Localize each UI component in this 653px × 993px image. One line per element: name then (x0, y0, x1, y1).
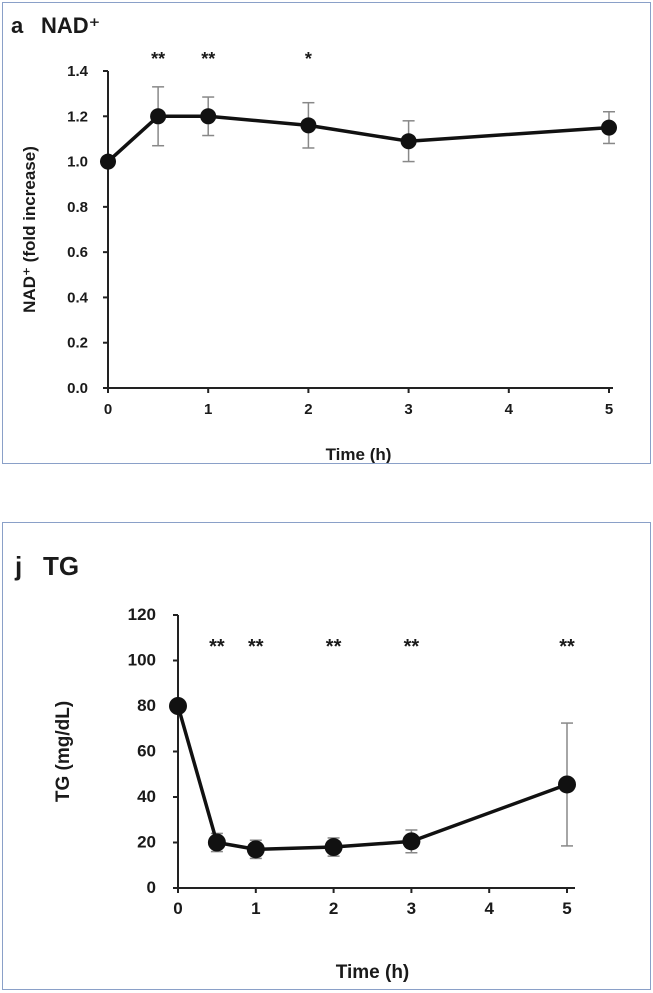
tg-data-point (324, 838, 343, 857)
tg-significance-marker: ** (248, 636, 264, 658)
nad-y-tick-label: 0.0 (67, 380, 88, 397)
tg-x-axis-label: Time (h) (336, 962, 410, 983)
tg-significance-marker: ** (404, 636, 420, 658)
tg-x-tick-label: 4 (484, 899, 494, 918)
nad-y-tick-label: 0.6 (67, 244, 88, 261)
nad-x-tick-label: 2 (304, 401, 312, 418)
nad-y-tick-label: 1.2 (67, 108, 88, 125)
nad-data-point (200, 108, 217, 125)
tg-x-tick-label: 2 (329, 899, 338, 918)
tg-y-tick-label: 60 (137, 742, 156, 761)
nad-y-tick-label: 0.2 (67, 335, 88, 352)
nad-significance-marker: ** (201, 49, 215, 69)
nad-x-tick-label: 0 (104, 401, 112, 418)
tg-data-point (207, 833, 226, 852)
tg-significance-marker: ** (559, 636, 575, 658)
nad-x-tick-label: 5 (605, 401, 613, 418)
tg-y-tick-label: 0 (147, 878, 156, 897)
nad-data-point (601, 119, 617, 136)
chart-panel-nad: a NAD⁺ 0.0 0.2 0.4 0.6 0.8 1.0 1.2 1.4 0 1 2 3 4 5 Time … (2, 2, 651, 464)
tg-panel-letter: j (14, 551, 22, 581)
nad-x-tick-label: 3 (404, 401, 412, 418)
tg-y-tick-label: 120 (128, 605, 156, 624)
tg-data-point (169, 697, 187, 715)
chart-panel-tg: j TG 0 20 40 60 80 100 120 0 1 2 3 4 5 Time (h) TG (mg/d… (2, 522, 651, 990)
nad-y-tick-label: 0.4 (67, 289, 89, 306)
tg-data-point (246, 840, 265, 859)
tg-chart: j TG 0 20 40 60 80 100 120 0 1 2 3 4 5 Time (h) TG (mg/d… (14, 551, 576, 983)
nad-data-point (400, 133, 417, 150)
tg-x-tick-label: 5 (562, 899, 571, 918)
tg-significance-marker: ** (209, 636, 225, 658)
tg-series-line (176, 705, 568, 852)
nad-x-tick-label: 4 (505, 401, 514, 418)
nad-y-tick-label: 1.4 (67, 63, 89, 80)
tg-y-tick-label: 40 (137, 787, 156, 806)
nad-y-tick-label: 0.8 (67, 199, 88, 216)
tg-significance-marker: ** (326, 636, 342, 658)
nad-data-point (100, 153, 116, 170)
nad-data-point (150, 108, 167, 125)
tg-y-axis-label: TG (mg/dL) (53, 701, 74, 802)
tg-x-tick-label: 3 (407, 899, 416, 918)
nad-chart-title: NAD⁺ (41, 13, 100, 38)
nad-x-axis-label: Time (h) (326, 445, 392, 463)
nad-panel-letter: a (11, 13, 24, 38)
tg-data-point (558, 775, 576, 794)
tg-x-tick-label: 0 (173, 899, 182, 918)
nad-data-point (300, 117, 317, 134)
nad-x-tick-label: 1 (204, 401, 212, 418)
nad-significance-marker: ** (151, 49, 165, 69)
nad-y-axis-label: NAD⁺ (fold increase) (20, 146, 39, 313)
tg-chart-title: TG (43, 551, 79, 581)
tg-y-tick-label: 20 (137, 833, 156, 852)
tg-y-tick-label: 80 (137, 696, 156, 715)
nad-y-tick-label: 1.0 (67, 154, 88, 171)
tg-y-tick-label: 100 (128, 651, 156, 670)
nad-significance-marker: * (305, 49, 312, 69)
nad-series-line (106, 114, 610, 163)
tg-x-tick-label: 1 (251, 899, 260, 918)
tg-data-point (402, 832, 421, 851)
nad-chart: a NAD⁺ 0.0 0.2 0.4 0.6 0.8 1.0 1.2 1.4 0 1 2 3 4 5 Time … (11, 13, 617, 463)
